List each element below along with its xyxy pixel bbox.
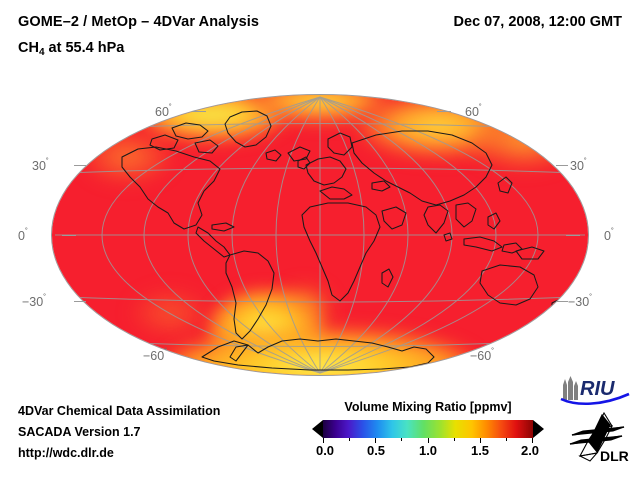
colorbar-tick-labels: 0.0 0.5 1.0 1.5 2.0 (316, 443, 539, 461)
colorbar-ticks (323, 438, 533, 443)
colorbar-tick-0: 0.0 (315, 443, 335, 458)
colorbar-under-arrow-icon (312, 420, 323, 438)
lat-label-right-m30: −30˚ (568, 293, 593, 310)
colorbar-tick-3: 1.5 (470, 443, 490, 458)
tick-right-0 (566, 235, 580, 236)
tick-left-30 (74, 165, 86, 166)
lat-label-left-30: 30˚ (32, 157, 49, 174)
colorbar-over-arrow-icon (533, 420, 544, 438)
species-label: CH4 at 55.4 hPa (18, 40, 125, 58)
colorbar-tick-4: 2.0 (520, 443, 540, 458)
colorbar: Volume Mixing Ratio [ppmv] 0.0 0.5 1.0 1… (312, 400, 544, 461)
footer-line-2: SACADA Version 1.7 (18, 425, 141, 439)
timestamp: Dec 07, 2008, 12:00 GMT (453, 14, 622, 30)
ch4-low-patch-far-east (470, 111, 578, 168)
lat-label-right-30: 30˚ (570, 157, 587, 174)
lat-label-left-m60: −60˚ (143, 347, 168, 364)
page-title: GOME–2 / MetOp – 4DVar Analysis (18, 14, 260, 30)
ch4-low-patch-southwest (132, 290, 208, 336)
footer-credits: 4DVar Chemical Data Assimilation SACADA … (18, 401, 220, 464)
map-panel: 60˚ 30˚ 0˚ −30˚ −60˚ 60˚ 30˚ 0˚ −30˚ −60… (0, 85, 640, 385)
lat-label-left-60: 60˚ (155, 103, 172, 120)
tick-left-m30 (74, 301, 86, 302)
dlr-wordmark: DLR (600, 448, 629, 462)
tick-right-30 (556, 165, 568, 166)
globe-container (52, 95, 588, 375)
riu-wordmark: RIU (580, 378, 615, 400)
footer-line-1: 4DVar Chemical Data Assimilation (18, 404, 221, 418)
tick-right-60 (437, 111, 451, 112)
tick-left-60 (192, 111, 206, 112)
species-pressure: at 55.4 hPa (44, 40, 125, 56)
lat-label-left-m30: −30˚ (22, 293, 47, 310)
lat-label-right-m60: −60˚ (470, 347, 495, 364)
colorbar-gradient (323, 420, 533, 438)
footer-line-3[interactable]: http://wdc.dlr.de (18, 446, 114, 460)
lat-label-right-0: 0˚ (604, 227, 614, 244)
lat-label-left-0: 0˚ (18, 227, 28, 244)
ch4-low-patch-northwest (84, 131, 170, 182)
species-subscript: 4 (38, 47, 45, 58)
dlr-mark-icon (569, 412, 625, 462)
tick-left-0 (62, 235, 76, 236)
mollweide-map (52, 95, 588, 375)
dlr-logo: DLR (569, 412, 629, 462)
riu-logo: RIU (560, 376, 630, 406)
riu-wave-icon (560, 392, 630, 406)
lat-label-right-60: 60˚ (465, 103, 482, 120)
colorbar-tick-2: 1.0 (418, 443, 438, 458)
colorbar-bar (312, 420, 544, 438)
species-name: CH (18, 40, 39, 56)
colorbar-tick-1: 0.5 (366, 443, 386, 458)
colorbar-title: Volume Mixing Ratio [ppmv] (344, 400, 512, 414)
riu-skyline-icon (563, 376, 578, 400)
tick-right-m30 (556, 301, 568, 302)
